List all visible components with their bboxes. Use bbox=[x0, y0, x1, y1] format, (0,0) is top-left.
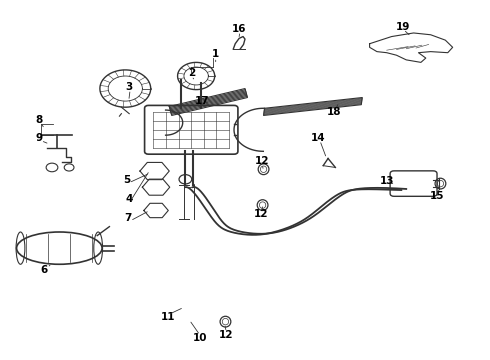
Text: 12: 12 bbox=[255, 156, 270, 166]
Text: 6: 6 bbox=[40, 265, 48, 275]
Text: 9: 9 bbox=[35, 133, 42, 143]
Text: 12: 12 bbox=[254, 209, 269, 219]
Text: 12: 12 bbox=[219, 330, 234, 340]
Text: 13: 13 bbox=[379, 176, 394, 186]
Text: 5: 5 bbox=[123, 175, 130, 185]
Text: 14: 14 bbox=[311, 133, 325, 143]
Text: 4: 4 bbox=[125, 194, 132, 204]
Text: 18: 18 bbox=[327, 107, 341, 117]
Text: 17: 17 bbox=[195, 96, 210, 106]
Text: 11: 11 bbox=[161, 312, 175, 322]
Text: 2: 2 bbox=[188, 68, 195, 78]
Text: 15: 15 bbox=[430, 191, 444, 201]
Text: 16: 16 bbox=[231, 24, 246, 34]
Text: 8: 8 bbox=[35, 115, 43, 125]
Text: 7: 7 bbox=[124, 213, 131, 223]
Text: 19: 19 bbox=[396, 22, 411, 32]
Text: 10: 10 bbox=[193, 333, 207, 343]
Text: 3: 3 bbox=[125, 82, 132, 92]
Text: 1: 1 bbox=[212, 49, 220, 59]
